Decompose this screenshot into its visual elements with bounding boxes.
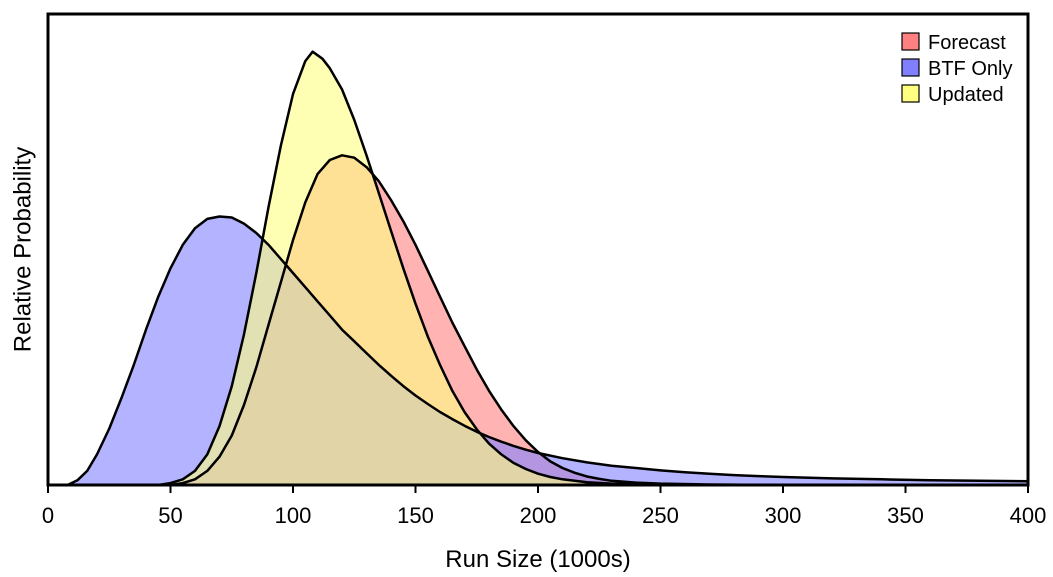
x-tick-label-0: 0 bbox=[42, 503, 54, 528]
line-forecast bbox=[48, 154, 1028, 487]
x-tick-label-50: 50 bbox=[158, 503, 182, 528]
x-axis-title: Run Size (1000s) bbox=[445, 546, 630, 573]
x-tick-label-250: 250 bbox=[642, 503, 679, 528]
y-axis-title: Relative Probability bbox=[9, 147, 36, 352]
legend-label-updated: Updated bbox=[928, 84, 1004, 106]
area-updated bbox=[48, 51, 1028, 485]
legend-swatch-btf-only bbox=[901, 58, 920, 77]
legend-swatch-updated bbox=[901, 84, 920, 103]
x-tick-label-300: 300 bbox=[765, 503, 802, 528]
area-btf-only bbox=[48, 216, 1028, 485]
series-areas bbox=[48, 51, 1028, 486]
series-outlines bbox=[48, 50, 1029, 487]
line-updated bbox=[48, 50, 1028, 487]
legend-swatch-forecast bbox=[901, 32, 920, 51]
x-axis-ticks: 0 50 100 150 200 250 300 350 400 bbox=[42, 485, 1046, 528]
x-tick-label-100: 100 bbox=[275, 503, 312, 528]
legend-label-btf-only: BTF Only bbox=[928, 58, 1012, 80]
x-tick-label-350: 350 bbox=[887, 503, 924, 528]
legend-label-forecast: Forecast bbox=[928, 32, 1006, 54]
x-tick-label-150: 150 bbox=[397, 503, 434, 528]
line-btf-only bbox=[48, 215, 1029, 487]
x-tick-label-200: 200 bbox=[520, 503, 557, 528]
x-tick-label-400: 400 bbox=[1010, 503, 1047, 528]
legend: Forecast BTF Only Updated bbox=[901, 32, 1012, 106]
